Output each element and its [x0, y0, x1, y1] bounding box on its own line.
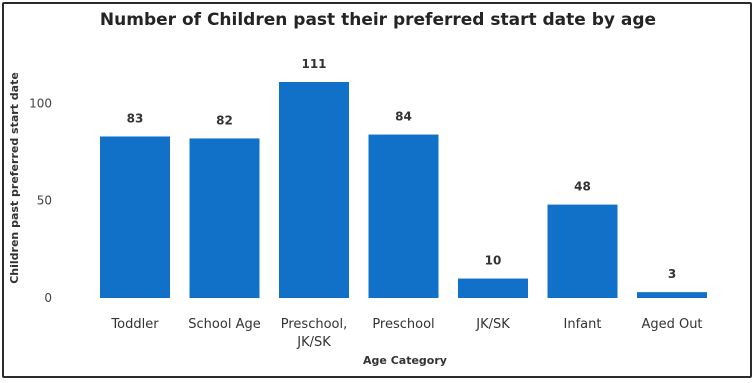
- y-tick-label: 50: [37, 194, 52, 208]
- bar[interactable]: [100, 136, 170, 298]
- bar[interactable]: [368, 134, 439, 298]
- bar[interactable]: [189, 138, 260, 298]
- chart-title: Number of Children past their preferred …: [99, 10, 657, 30]
- data-label: 10: [485, 254, 502, 268]
- data-label: 3: [668, 267, 676, 281]
- data-label: 111: [301, 57, 326, 71]
- bar[interactable]: [547, 204, 618, 298]
- y-tick-label: 0: [44, 291, 52, 305]
- data-label: 82: [216, 113, 233, 127]
- data-label: 48: [574, 180, 591, 194]
- x-category-label: JK/SK: [475, 317, 510, 332]
- x-axis-categories: Toddler School Age Preschool, JK/SK Preschoo…: [110, 317, 702, 350]
- bar[interactable]: [637, 292, 707, 298]
- bar[interactable]: [279, 82, 349, 298]
- x-category-label: Aged Out: [641, 317, 702, 332]
- x-category-label: School Age: [188, 317, 260, 332]
- data-label: 83: [127, 111, 144, 125]
- y-tick-label: 100: [29, 96, 52, 110]
- x-category-label: Infant: [564, 317, 602, 332]
- x-axis-title: Age Category: [363, 354, 447, 367]
- x-category-label: Preschool, JK/SK: [281, 317, 347, 350]
- y-axis-title: Children past preferred start date: [8, 72, 21, 284]
- x-category-label: Toddler: [110, 317, 159, 332]
- bars: [100, 82, 707, 298]
- bar[interactable]: [458, 278, 528, 298]
- x-category-label: Preschool: [372, 317, 434, 332]
- data-labels: 83 82 111 84 10 48 3: [127, 57, 677, 281]
- y-axis-ticks: 0 50 100: [29, 96, 52, 305]
- data-label: 84: [395, 110, 412, 124]
